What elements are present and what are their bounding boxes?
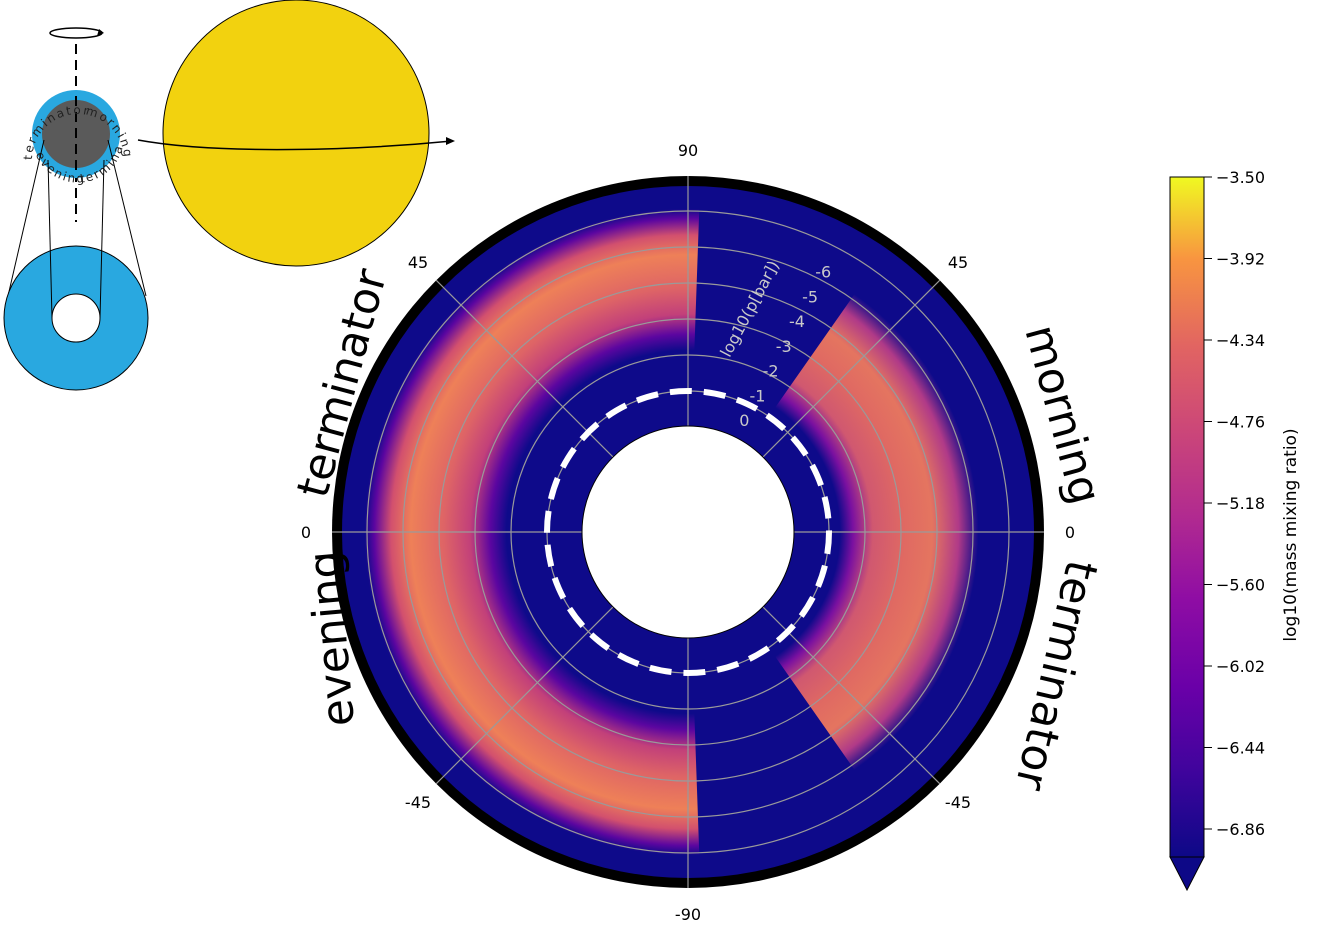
grid-spoke	[435, 279, 614, 458]
plot-inner-hole	[581, 425, 795, 639]
annulus-hole	[51, 293, 101, 343]
colorbar-tick-label: −4.76	[1216, 413, 1265, 432]
angle-tick-label: 0	[1065, 523, 1075, 542]
star	[162, 0, 430, 267]
grid-spoke	[435, 606, 614, 785]
colorbar-tick-label: −6.44	[1216, 739, 1265, 758]
light-path-arrowhead-icon	[446, 137, 455, 145]
radial-tick-label: -5	[802, 287, 818, 306]
colorbar-tick-label: −6.02	[1216, 657, 1265, 676]
colorbar-label: log10(mass mixing ratio)	[1281, 428, 1301, 641]
radial-tick-label: -1	[750, 386, 766, 405]
colorbar-tick-label: −5.60	[1216, 576, 1265, 595]
colorbar: −3.50 −3.92 −4.34 −4.76 −5.18 −5.60 −6.02 −6.44…	[1169, 168, 1301, 892]
colorbar-tick-label: −4.34	[1216, 331, 1265, 350]
angle-tick-label: 0	[301, 523, 311, 542]
projection-line-inner-left	[47, 159, 53, 319]
radial-tick-label: 0	[739, 411, 749, 430]
projection-line-inner-right	[99, 159, 105, 319]
polar-grid	[332, 176, 1044, 888]
projection-line-right	[107, 139, 147, 297]
rotation-arrow-icon	[49, 27, 103, 39]
colorbar-ticks: −3.50 −3.92 −4.34 −4.76 −5.18 −5.60 −6.02 −6.44…	[1204, 168, 1265, 839]
angle-tick-label: -45	[405, 793, 431, 812]
inset-diagram: terminator morning terminator evening	[0, 0, 455, 391]
reference-level-ring	[544, 388, 832, 676]
radial-tick-label: -4	[789, 312, 805, 331]
colorbar-gradient	[1169, 176, 1205, 858]
colorbar-extend-arrow-icon	[1169, 856, 1205, 892]
evening-band	[357, 202, 700, 862]
rotation-arrowhead-icon	[97, 29, 104, 36]
grid-spoke	[762, 279, 941, 458]
angle-tick-label: 90	[678, 141, 698, 160]
angle-tick-label: -90	[675, 905, 701, 924]
colorbar-tick-label: −3.92	[1216, 250, 1265, 269]
projection-line-left	[7, 139, 45, 297]
radial-tick-labels: 0-1 -2 -3 -4 -5 -6	[739, 263, 831, 430]
colorbar-tick-label: −5.18	[1216, 494, 1265, 513]
radial-tick-label: -2	[763, 362, 779, 381]
colorbar-tick-label: −3.50	[1216, 168, 1265, 187]
radial-tick-label: -6	[815, 263, 831, 282]
radial-tick-label: -3	[776, 337, 792, 356]
angle-tick-label: 45	[948, 253, 968, 272]
angle-tick-label: -45	[945, 793, 971, 812]
light-path-arrow	[137, 139, 453, 151]
angle-tick-labels: 90 45 45 0 0 -45 -45 -90	[301, 141, 1075, 924]
grid-spoke	[762, 606, 941, 785]
angle-tick-label: 45	[408, 253, 428, 272]
colorbar-tick-label: −6.86	[1216, 820, 1265, 839]
